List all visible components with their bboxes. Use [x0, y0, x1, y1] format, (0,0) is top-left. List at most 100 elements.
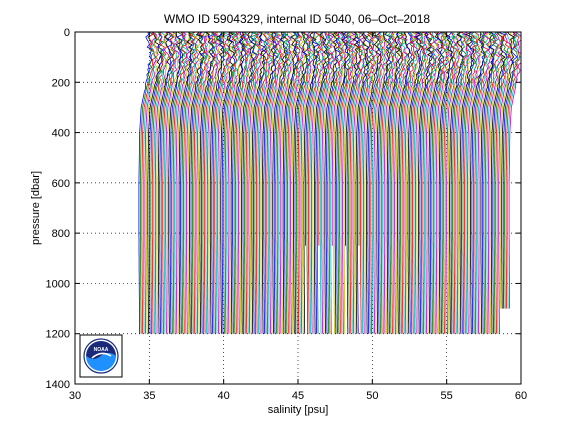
salinity-profile-line	[287, 32, 301, 334]
salinity-profile-line	[409, 32, 424, 334]
salinity-profile-line	[407, 32, 422, 334]
salinity-profile-line	[291, 32, 306, 334]
salinity-profile-line	[263, 32, 279, 334]
salinity-profile-line	[241, 32, 256, 334]
salinity-profile-line	[245, 32, 260, 334]
salinity-profile-line	[379, 32, 393, 334]
salinity-profile-line	[388, 32, 403, 334]
salinity-profile-line	[275, 32, 290, 334]
salinity-profile-line	[394, 32, 409, 334]
salinity-profile-line	[504, 32, 519, 309]
salinity-profile-line	[244, 32, 259, 334]
salinity-profile-line	[391, 32, 404, 334]
salinity-profile-line	[189, 32, 205, 334]
salinity-profile-line	[276, 32, 292, 334]
salinity-profile-line	[304, 32, 320, 246]
salinity-profile-line	[420, 32, 436, 334]
salinity-profile-line	[194, 32, 210, 334]
salinity-profile-line	[386, 32, 402, 334]
salinity-profile-line	[364, 32, 379, 334]
salinity-profile-line	[367, 32, 382, 334]
salinity-profile-line	[279, 32, 294, 334]
salinity-profile-line	[224, 32, 239, 334]
x-tick-label: 50	[366, 390, 378, 402]
salinity-profile-line	[285, 32, 300, 334]
salinity-profile-line	[270, 32, 286, 334]
salinity-profile-line	[404, 32, 420, 334]
salinity-profile-line	[410, 32, 425, 334]
salinity-profile-line	[190, 32, 206, 334]
salinity-profile-line	[358, 32, 373, 246]
x-tick-label: 40	[218, 390, 230, 402]
salinity-profile-line	[493, 32, 509, 334]
salinity-profile-line	[223, 32, 238, 334]
chart-title: WMO ID 5904329, internal ID 5040, 06–Oct…	[164, 12, 430, 26]
salinity-profile-line	[501, 32, 516, 309]
salinity-profile-line	[148, 32, 164, 334]
salinity-profile-line	[502, 32, 518, 309]
salinity-profile-line	[278, 32, 292, 334]
salinity-profile-line	[486, 32, 501, 334]
salinity-profile-line	[478, 32, 494, 334]
noaa-logo-text: NOAA	[94, 347, 109, 353]
salinity-profile-line	[444, 32, 459, 334]
y-tick-label: 800	[52, 228, 70, 240]
salinity-profile-line	[229, 32, 244, 334]
salinity-profile-line	[162, 32, 176, 334]
salinity-profile-line	[239, 32, 255, 334]
salinity-profile-line	[273, 32, 289, 334]
salinity-profile-line	[337, 32, 353, 334]
salinity-profile-line	[252, 32, 267, 334]
x-tick-label: 55	[441, 390, 453, 402]
salinity-profile-line	[264, 32, 280, 334]
salinity-profile-line	[150, 32, 165, 334]
salinity-profile-line	[474, 32, 490, 334]
salinity-profile-line	[489, 32, 505, 334]
salinity-profile-line	[441, 32, 456, 334]
salinity-profile-line	[302, 32, 316, 334]
y-tick-label: 400	[52, 128, 70, 140]
salinity-profile-line	[357, 32, 371, 334]
salinity-profile-line	[183, 32, 198, 334]
salinity-profile-line	[318, 32, 334, 246]
salinity-profile-line	[284, 32, 298, 334]
salinity-profile-line	[401, 32, 416, 334]
salinity-profile-line	[352, 32, 368, 334]
salinity-profile-line	[296, 32, 311, 334]
salinity-profile-line	[300, 32, 315, 334]
salinity-profile-line	[389, 32, 404, 334]
salinity-profile-line	[260, 32, 274, 334]
salinity-profile-line	[151, 32, 167, 334]
salinity-profile-line	[232, 32, 247, 334]
salinity-profile-line	[257, 32, 272, 334]
salinity-profile-line	[365, 32, 381, 334]
salinity-profile-line	[141, 32, 157, 334]
salinity-profile-line	[400, 32, 415, 334]
salinity-profile-line	[464, 32, 479, 334]
salinity-profile-line	[215, 32, 231, 334]
salinity-profile-line	[426, 32, 442, 334]
salinity-profile-line	[168, 32, 184, 334]
salinity-profile-line	[348, 32, 363, 334]
salinity-profile-line	[371, 32, 386, 334]
salinity-profile-line	[294, 32, 309, 334]
salinity-profile-line	[249, 32, 265, 334]
salinity-profile-line	[319, 32, 335, 334]
salinity-profile-line	[447, 32, 461, 334]
salinity-profile-line	[266, 32, 281, 334]
salinity-profile-line	[325, 32, 341, 334]
salinity-profile-line	[327, 32, 343, 334]
salinity-profile-line	[362, 32, 378, 334]
salinity-profile-line	[382, 32, 397, 334]
salinity-profile-line	[145, 32, 159, 334]
salinity-profile-line	[208, 32, 223, 334]
salinity-profile-line	[181, 32, 195, 334]
salinity-profile-line	[187, 32, 202, 334]
salinity-profile-line	[370, 32, 384, 334]
salinity-profile-line	[226, 32, 241, 334]
salinity-profile-line	[172, 32, 188, 334]
salinity-profile-line	[218, 32, 234, 334]
salinity-profiles	[138, 32, 521, 334]
salinity-profile-line	[316, 32, 331, 334]
salinity-profile-line	[328, 32, 344, 334]
